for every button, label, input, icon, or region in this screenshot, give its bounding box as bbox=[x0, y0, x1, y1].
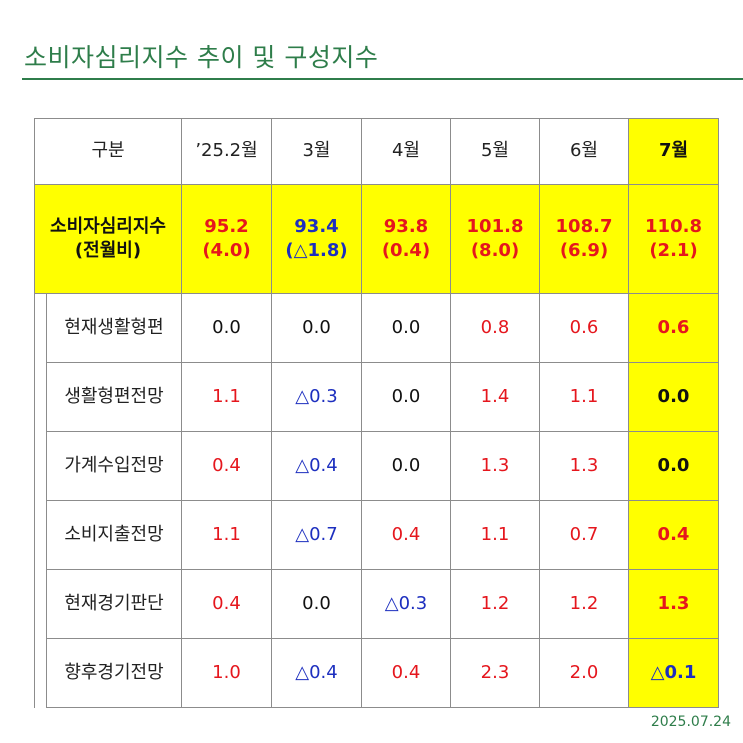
main-value: 101.8 bbox=[466, 215, 524, 237]
table-row: 현재경기판단 0.4 0.0 △0.3 1.2 1.2 1.3 bbox=[34, 569, 719, 639]
indent-gutter bbox=[34, 362, 47, 432]
header-row: 구분 ’25.2월 3월 4월 5월 6월 7월 bbox=[34, 118, 719, 185]
sub-index-value: 0.0 bbox=[181, 293, 272, 363]
main-value-cell: 110.8 (2.1) bbox=[628, 184, 719, 294]
header-month: 4월 bbox=[361, 118, 451, 185]
consumer-sentiment-table: 구분 ’25.2월 3월 4월 5월 6월 7월 소비자심리지수 (전월비) 9… bbox=[34, 118, 719, 708]
header-category: 구분 bbox=[34, 118, 182, 185]
sub-index-value-current: 0.6 bbox=[628, 293, 719, 363]
indent-gutter bbox=[34, 500, 47, 570]
main-value-cell: 108.7 (6.9) bbox=[539, 184, 629, 294]
main-value-cell: 93.8 (0.4) bbox=[361, 184, 451, 294]
sub-index-value: 1.4 bbox=[450, 362, 540, 432]
sub-index-value: 1.0 bbox=[181, 638, 272, 708]
sub-index-value: 0.4 bbox=[181, 569, 272, 639]
sub-index-label: 생활형편전망 bbox=[46, 362, 182, 432]
sub-index-value: 1.1 bbox=[181, 500, 272, 570]
sub-index-value: 1.1 bbox=[539, 362, 629, 432]
main-value-cell: 101.8 (8.0) bbox=[450, 184, 540, 294]
sub-index-value: 0.8 bbox=[450, 293, 540, 363]
sub-index-value: △0.7 bbox=[271, 500, 362, 570]
sub-index-value: 1.2 bbox=[539, 569, 629, 639]
main-index-label-line1: 소비자심리지수 bbox=[50, 215, 166, 237]
table-row: 가계수입전망 0.4 △0.4 0.0 1.3 1.3 0.0 bbox=[34, 431, 719, 501]
indent-gutter bbox=[34, 569, 47, 639]
main-value: 93.8 bbox=[383, 215, 429, 237]
sub-index-value: 0.0 bbox=[361, 431, 451, 501]
sub-index-label: 가계수입전망 bbox=[46, 431, 182, 501]
sub-index-value: 1.3 bbox=[450, 431, 540, 501]
sub-index-value: 0.0 bbox=[271, 569, 362, 639]
sub-index-value: 0.4 bbox=[181, 431, 272, 501]
sub-index-value-current: 1.3 bbox=[628, 569, 719, 639]
sub-index-value-current: △0.1 bbox=[628, 638, 719, 708]
header-month: 5월 bbox=[450, 118, 540, 185]
title-underline bbox=[22, 78, 743, 80]
table-row: 현재생활형편 0.0 0.0 0.0 0.8 0.6 0.6 bbox=[34, 293, 719, 363]
sub-index-value: 0.0 bbox=[361, 293, 451, 363]
report-date: 2025.07.24 bbox=[650, 714, 731, 730]
sub-index-value: △0.3 bbox=[271, 362, 362, 432]
sub-index-value: △0.4 bbox=[271, 638, 362, 708]
sub-index-value: 0.4 bbox=[361, 500, 451, 570]
table-row: 향후경기전망 1.0 △0.4 0.4 2.3 2.0 △0.1 bbox=[34, 638, 719, 708]
main-index-row: 소비자심리지수 (전월비) 95.2 (4.0) 93.4 (△1.8) 93.… bbox=[34, 184, 719, 294]
main-value: 108.7 bbox=[555, 215, 613, 237]
header-month-current: 7월 bbox=[628, 118, 719, 185]
sub-index-value: 0.4 bbox=[361, 638, 451, 708]
sub-index-value: 2.0 bbox=[539, 638, 629, 708]
sub-index-value: 1.2 bbox=[450, 569, 540, 639]
indent-gutter bbox=[34, 638, 47, 708]
sub-index-value: 1.3 bbox=[539, 431, 629, 501]
main-change: (6.9) bbox=[559, 240, 609, 261]
sub-index-value: △0.3 bbox=[361, 569, 451, 639]
table-row: 소비지출전망 1.1 △0.7 0.4 1.1 0.7 0.4 bbox=[34, 500, 719, 570]
main-change: (0.4) bbox=[381, 240, 431, 261]
main-change: (4.0) bbox=[202, 240, 251, 261]
sub-index-label: 소비지출전망 bbox=[46, 500, 182, 570]
main-value-cell: 95.2 (4.0) bbox=[181, 184, 272, 294]
table-row: 생활형편전망 1.1 △0.3 0.0 1.4 1.1 0.0 bbox=[34, 362, 719, 432]
sub-index-value: 2.3 bbox=[450, 638, 540, 708]
sub-index-value: 0.0 bbox=[271, 293, 362, 363]
main-value: 95.2 bbox=[204, 215, 249, 237]
sub-index-value-current: 0.4 bbox=[628, 500, 719, 570]
sub-index-value: 1.1 bbox=[450, 500, 540, 570]
sub-index-value-current: 0.0 bbox=[628, 431, 719, 501]
page-title: 소비자심리지수 추이 및 구성지수 bbox=[24, 43, 379, 72]
main-value: 93.4 bbox=[294, 215, 339, 237]
sub-index-value: 0.6 bbox=[539, 293, 629, 363]
sub-index-value: 0.7 bbox=[539, 500, 629, 570]
header-month: 3월 bbox=[271, 118, 362, 185]
sub-index-value: 1.1 bbox=[181, 362, 272, 432]
indent-gutter bbox=[34, 431, 47, 501]
sub-index-value: △0.4 bbox=[271, 431, 362, 501]
main-index-label-line2: (전월비) bbox=[74, 240, 142, 261]
main-change: (8.0) bbox=[470, 240, 520, 261]
sub-index-label: 현재생활형편 bbox=[46, 293, 182, 363]
main-change: (2.1) bbox=[649, 240, 698, 261]
header-month: 6월 bbox=[539, 118, 629, 185]
header-month: ’25.2월 bbox=[181, 118, 272, 185]
main-index-label: 소비자심리지수 (전월비) bbox=[34, 184, 182, 294]
indent-gutter bbox=[34, 293, 47, 363]
main-value: 110.8 bbox=[645, 215, 702, 237]
main-change: (△1.8) bbox=[285, 240, 348, 261]
sub-index-label: 향후경기전망 bbox=[46, 638, 182, 708]
sub-index-label: 현재경기판단 bbox=[46, 569, 182, 639]
sub-index-value-current: 0.0 bbox=[628, 362, 719, 432]
main-value-cell: 93.4 (△1.8) bbox=[271, 184, 362, 294]
sub-index-value: 0.0 bbox=[361, 362, 451, 432]
